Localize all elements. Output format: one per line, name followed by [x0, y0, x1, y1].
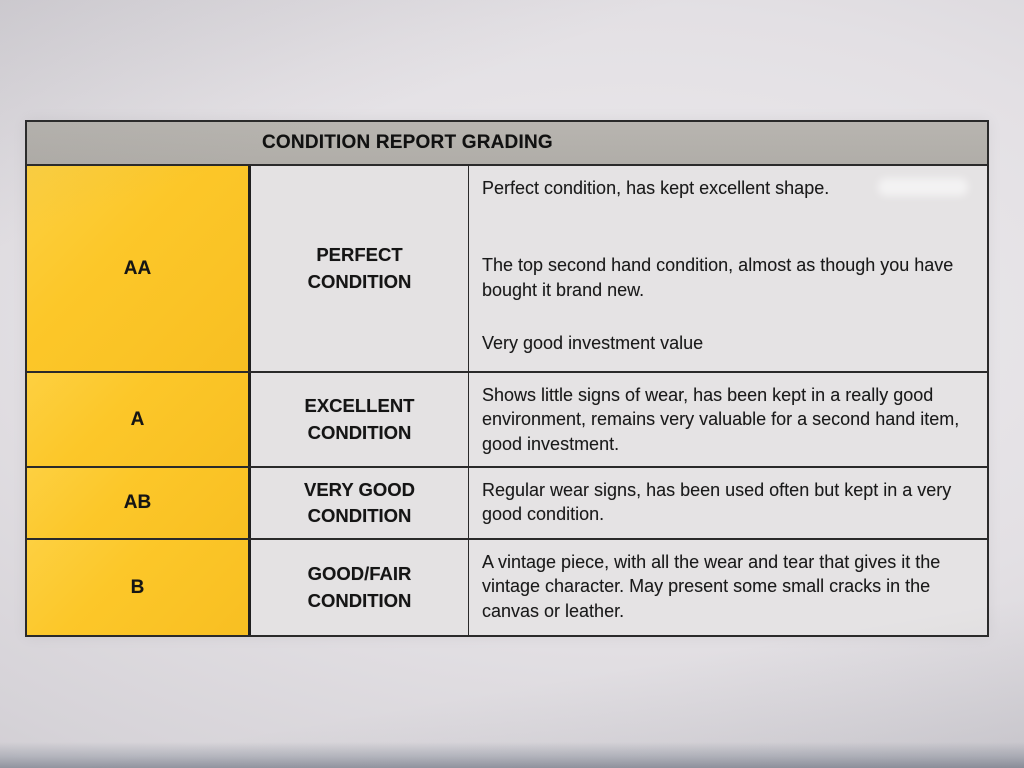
table-row-ab: AB VERY GOOD CONDITION Regular wear sign…	[27, 468, 987, 540]
description-cell: A vintage piece, with all the wear and t…	[469, 540, 987, 635]
condition-name-cell: GOOD/FAIR CONDITION	[251, 540, 469, 635]
grade-cell: AA	[27, 166, 251, 371]
condition-grading-table: CONDITION REPORT GRADING AA PERFECT COND…	[25, 120, 989, 637]
description-cell: Shows little signs of wear, has been kep…	[469, 373, 987, 466]
grade-cell: A	[27, 373, 251, 466]
condition-name-cell: EXCELLENT CONDITION	[251, 373, 469, 466]
description-cell: Perfect condition, has kept excellent sh…	[469, 166, 987, 371]
grade-cell: B	[27, 540, 251, 635]
description-paragraph: Regular wear signs, has been used often …	[482, 480, 952, 525]
table-row-a: A EXCELLENT CONDITION Shows little signs…	[27, 373, 987, 468]
table-header-row: CONDITION REPORT GRADING	[27, 122, 987, 166]
grade-cell: AB	[27, 468, 251, 538]
description-paragraph: Very good investment value	[482, 333, 704, 354]
condition-name-cell: VERY GOOD CONDITION	[251, 468, 469, 538]
photo-bottom-edge	[0, 742, 1024, 768]
description-paragraph: A vintage piece, with all the wear and t…	[482, 552, 941, 621]
description-paragraph: The top second hand condition, almost as…	[482, 255, 954, 300]
table-title: CONDITION REPORT GRADING	[262, 132, 553, 153]
table-row-b: B GOOD/FAIR CONDITION A vintage piece, w…	[27, 540, 987, 635]
table-row-aa: AA PERFECT CONDITION Perfect condition, …	[27, 166, 987, 373]
description-cell: Regular wear signs, has been used often …	[469, 468, 987, 538]
description-paragraph: Shows little signs of wear, has been kep…	[482, 385, 960, 454]
condition-name-cell: PERFECT CONDITION	[251, 166, 469, 371]
description-paragraph: Perfect condition, has kept excellent sh…	[482, 178, 830, 198]
